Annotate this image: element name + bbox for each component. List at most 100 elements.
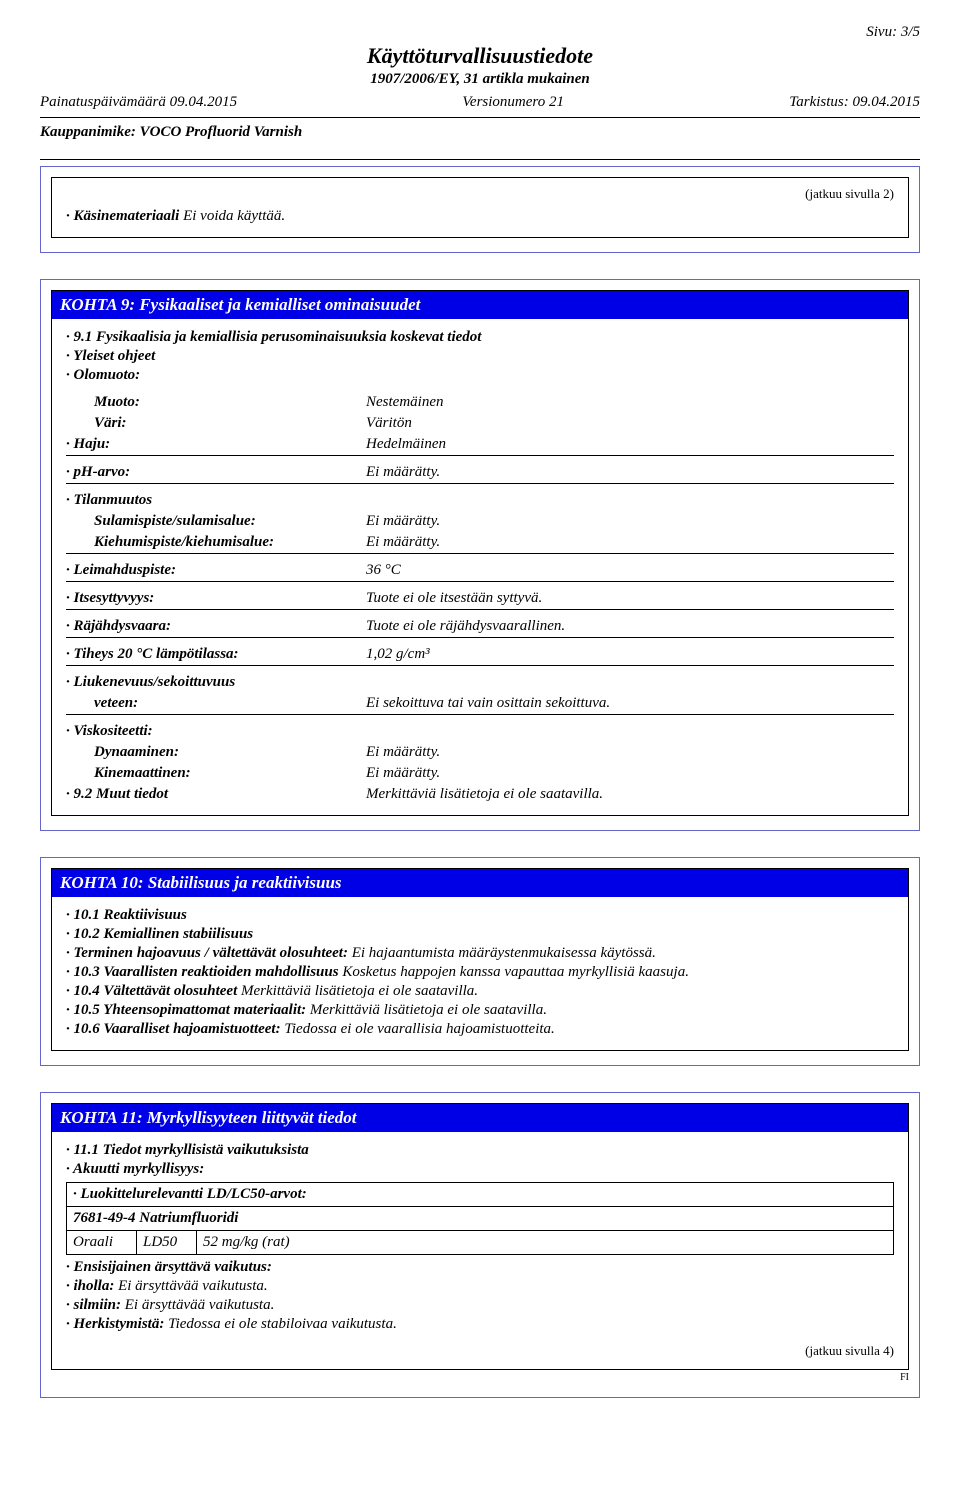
density-label: Tiheys 20 °C lämpötilassa: [74,646,239,662]
statechange-label: Tilanmuutos [74,492,153,508]
frame-box-1: (jatkuu sivulla 2) Käsinemateriaali Ei v… [40,166,920,253]
row-solub-water: veteen: Ei sekoittuva tai vain osittain … [66,693,894,715]
product-value: VOCO Profluorid Varnish [140,124,303,140]
ph-value: Ei määrätty. [366,456,894,484]
version-label: Versionumero [462,94,545,110]
s9-intro: 9.1 Fysikaalisia ja kemiallisia perusomi… [66,329,894,346]
s10-6-value: Tiedossa ei ole vaarallisia hajoamistuot… [284,1021,554,1037]
inner-box-section-10: KOHTA 10: Stabiilisuus ja reaktiivisuus … [51,868,909,1051]
row-color: Väri: Väritön [66,413,894,434]
section-11-header: KOHTA 11: Myrkyllisyyteen liittyvät tied… [52,1104,908,1132]
inner-box-section-11: KOHTA 11: Myrkyllisyyteen liittyvät tied… [51,1103,909,1370]
s11-eye: silmiin: Ei ärsyttävää vaikutusta. [66,1297,894,1314]
row-visc-kin: Kinemaattinen: Ei määrätty. [66,763,894,784]
document-subtitle: 1907/2006/EY, 31 artikla mukainen [40,71,920,88]
row-selfign: · Itsesyttyvyys: Tuote ei ole itsestään … [66,582,894,610]
s10-3-label: 10.3 Vaarallisten reaktioiden mahdollisu… [66,964,339,980]
visc-kin-value: Ei määrätty. [366,763,894,784]
solub-label: Liukenevuus/sekoittuvuus [74,674,236,690]
frame-section-11: KOHTA 11: Myrkyllisyyteen liittyvät tied… [40,1092,920,1398]
section-9-header: KOHTA 9: Fysikaaliset ja kemialliset omi… [52,291,908,319]
continued-to: (jatkuu sivulla 4) [66,1343,894,1359]
continued-from: (jatkuu sivulla 2) [66,186,894,202]
s11-acute: Akuutti myrkyllisyys: [66,1161,894,1178]
selfign-value: Tuote ei ole itsestään syttyvä. [366,582,894,610]
header-divider [40,117,920,118]
revision-label: Tarkistus: [789,94,848,110]
inner-box-1: (jatkuu sivulla 2) Käsinemateriaali Ei v… [51,177,909,238]
row-statechange: · Tilanmuutos [66,484,894,512]
ld-substance-row: 7681-49-4 Natriumfluoridi [67,1207,894,1231]
row-solub: · Liukenevuus/sekoittuvuus [66,666,894,694]
s10-5-label: 10.5 Yhteensopimattomat materiaalit: [66,1002,306,1018]
ph-label: pH-arvo: [74,464,131,480]
s11-irritant: Ensisijainen ärsyttävä vaikutus: [66,1259,894,1276]
row-visc: · Viskositeetti: [66,715,894,743]
inner-box-section-9: KOHTA 9: Fysikaaliset ja kemialliset omi… [51,290,909,816]
s10-4: 10.4 Vältettävät olosuhteet Merkittäviä … [66,983,894,1000]
row-expl: · Räjähdysvaara: Tuote ei ole räjähdysva… [66,610,894,638]
thermal-label: Terminen hajoavuus / vältettävät olosuht… [66,945,348,961]
s10-5: 10.5 Yhteensopimattomat materiaalit: Mer… [66,1002,894,1019]
row-melt: Sulamispiste/sulamisalue: Ei määrätty. [66,511,894,532]
boil-value: Ei määrätty. [366,532,894,554]
s92-value: Merkittäviä lisätietoja ei ole saatavill… [366,784,894,805]
glove-material-value: Ei voida käyttää. [183,208,285,224]
glove-material-label: Käsinemateriaali [66,208,179,224]
revision-value: 09.04.2015 [853,94,921,110]
row-boil: Kiehumispiste/kiehumisalue: Ei määrätty. [66,532,894,554]
print-date-value: 09.04.2015 [170,94,238,110]
row-ph: · pH-arvo: Ei määrätty. [66,456,894,484]
melt-label: Sulamispiste/sulamisalue: [66,513,256,530]
country-code: FI [51,1372,909,1383]
version-value: 21 [549,94,564,110]
version: Versionumero 21 [462,94,564,111]
form-label: Muoto: [66,394,140,411]
glove-material-line: Käsinemateriaali Ei voida käyttää. [66,208,894,225]
ld-header-text: Luokittelurelevantti LD/LC50-arvot: [81,1186,307,1202]
eye-value: Ei ärsyttävää vaikutusta. [125,1297,275,1313]
ld-header-row: · Luokittelurelevantti LD/LC50-arvot: [67,1183,894,1207]
boil-label: Kiehumispiste/kiehumisalue: [66,534,274,551]
solub-water-label: veteen: [66,695,138,712]
density-value: 1,02 g/cm³ [366,638,894,666]
print-date: Painatuspäivämäärä 09.04.2015 [40,94,237,111]
expl-label: Räjähdysvaara: [74,618,172,634]
solub-water-value: Ei sekoittuva tai vain osittain sekoittu… [366,693,894,715]
odor-value: Hedelmäinen [366,434,894,456]
sens-value: Tiedossa ei ole stabiloivaa vaikutusta. [168,1316,397,1332]
header-divider-2 [40,159,920,160]
thermal-value: Ei hajaantumista määräystenmukaisessa kä… [352,945,656,961]
expl-value: Tuote ei ole räjähdysvaarallinen. [366,610,894,638]
odor-label: Haju: [74,436,111,452]
frame-section-10: KOHTA 10: Stabiilisuus ja reaktiivisuus … [40,857,920,1066]
flash-label: Leimahduspiste: [74,562,177,578]
color-value: Väritön [366,413,894,434]
product-line: Kauppanimike: VOCO Profluorid Varnish [40,124,920,141]
s92-label: 9.2 Muut tiedot [74,786,169,802]
ld-value: 52 mg/kg (rat) [197,1231,894,1255]
s10-6-label: 10.6 Vaaralliset hajoamistuotteet: [66,1021,281,1037]
selfign-label: Itsesyttyvyys: [74,590,155,606]
ld-lc50-table: · Luokittelurelevantti LD/LC50-arvot: 76… [66,1182,894,1255]
s11-skin: iholla: Ei ärsyttävää vaikutusta. [66,1278,894,1295]
ld-substance: 7681-49-4 Natriumfluoridi [67,1207,894,1231]
document-title: Käyttöturvallisuustiedote [40,43,920,69]
flash-value: 36 °C [366,554,894,582]
s11-sens: Herkistymistä: Tiedossa ei ole stabiloiv… [66,1316,894,1333]
section-10-header: KOHTA 10: Stabiilisuus ja reaktiivisuus [52,869,908,897]
frame-section-9: KOHTA 9: Fysikaaliset ja kemialliset omi… [40,279,920,831]
s9-general: Yleiset ohjeet [66,348,894,365]
sens-label: Herkistymistä: [66,1316,164,1332]
skin-value: Ei ärsyttävää vaikutusta. [118,1278,268,1294]
ld-type: LD50 [137,1231,197,1255]
page-number: Sivu: 3/5 [40,24,920,41]
s10-4-label: 10.4 Vältettävät olosuhteet [66,983,237,999]
row-92-other: · 9.2 Muut tiedot Merkittäviä lisätietoj… [66,784,894,805]
visc-dyn-label: Dynaaminen: [66,744,179,761]
visc-kin-label: Kinemaattinen: [66,765,191,782]
form-value: Nestemäinen [366,392,894,413]
product-label: Kauppanimike: [40,124,136,140]
s9-appearance: Olomuoto: [66,367,894,384]
eye-label: silmiin: [66,1297,121,1313]
